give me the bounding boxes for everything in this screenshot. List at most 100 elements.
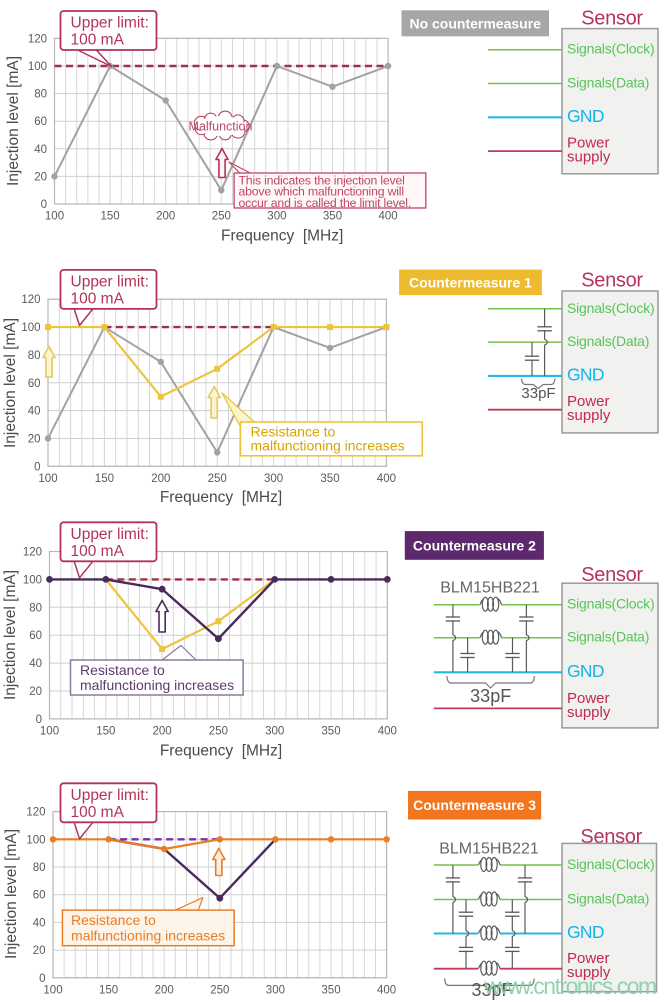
svg-text:200: 200	[153, 725, 172, 737]
svg-text:Injection level [mA]: Injection level [mA]	[3, 829, 20, 959]
svg-text:This indicates the injection l: This indicates the injection level	[239, 173, 405, 187]
svg-text:Injection level [mA]: Injection level [mA]	[5, 56, 22, 186]
svg-text:Resistance to: Resistance to	[71, 912, 156, 928]
svg-text:120: 120	[26, 807, 45, 819]
svg-text:60: 60	[29, 630, 42, 642]
svg-text:GND: GND	[567, 364, 604, 384]
svg-text:Signals(Clock): Signals(Clock)	[567, 41, 654, 57]
svg-text:Malfunction: Malfunction	[189, 120, 253, 134]
svg-text:60: 60	[28, 378, 41, 390]
svg-text:100 mA: 100 mA	[71, 290, 125, 307]
svg-text:Power: Power	[567, 393, 610, 410]
svg-text:Power: Power	[567, 135, 610, 152]
svg-text:GND: GND	[567, 661, 604, 681]
svg-text:Power: Power	[567, 950, 610, 967]
svg-text:Signals(Data): Signals(Data)	[567, 333, 649, 349]
svg-text:Signals(Data): Signals(Data)	[567, 629, 649, 645]
svg-text:Countermeasure 2: Countermeasure 2	[413, 538, 536, 554]
svg-text:100: 100	[43, 984, 62, 996]
svg-text:350: 350	[321, 725, 340, 737]
svg-text:Injection level [mA]: Injection level [mA]	[2, 570, 19, 700]
svg-text:BLM15HB221: BLM15HB221	[439, 841, 539, 858]
svg-text:Frequency [MHz]: Frequency [MHz]	[160, 743, 282, 760]
svg-text:Upper limit:: Upper limit:	[71, 787, 149, 804]
svg-text:150: 150	[101, 211, 120, 223]
svg-text:100 mA: 100 mA	[71, 804, 125, 821]
svg-text:250: 250	[208, 473, 227, 485]
svg-text:400: 400	[379, 211, 398, 223]
svg-text:150: 150	[95, 473, 114, 485]
svg-text:supply: supply	[567, 149, 611, 166]
svg-text:300: 300	[264, 473, 283, 485]
svg-text:150: 150	[96, 725, 115, 737]
svg-text:33pF: 33pF	[521, 385, 555, 402]
svg-text:Upper limit:: Upper limit:	[71, 15, 149, 32]
svg-text:Resistance to: Resistance to	[251, 424, 336, 440]
svg-text:20: 20	[28, 433, 41, 445]
svg-text:200: 200	[156, 211, 175, 223]
svg-text:100: 100	[28, 61, 47, 73]
svg-text:200: 200	[151, 473, 170, 485]
svg-text:350: 350	[323, 211, 342, 223]
svg-text:400: 400	[377, 984, 396, 996]
svg-text:0: 0	[36, 714, 42, 726]
svg-text:malfunctioning increases: malfunctioning increases	[80, 677, 234, 693]
svg-text:40: 40	[34, 144, 47, 156]
svg-text:0: 0	[34, 461, 40, 473]
svg-text:0: 0	[41, 199, 47, 211]
svg-text:20: 20	[34, 171, 47, 183]
svg-text:GND: GND	[567, 922, 604, 942]
svg-text:250: 250	[210, 984, 229, 996]
svg-text:malfunctioning increases: malfunctioning increases	[251, 438, 405, 454]
svg-text:supply: supply	[567, 704, 611, 721]
svg-text:Signals(Clock): Signals(Clock)	[567, 300, 654, 316]
svg-text:Injection level [mA]: Injection level [mA]	[2, 318, 19, 448]
svg-text:400: 400	[377, 473, 396, 485]
svg-text:Upper limit:: Upper limit:	[71, 273, 149, 290]
svg-text:60: 60	[33, 890, 46, 902]
svg-text:Frequency [MHz]: Frequency [MHz]	[221, 228, 343, 245]
svg-text:120: 120	[21, 294, 40, 306]
svg-text:40: 40	[29, 658, 42, 670]
svg-text:Sensor: Sensor	[581, 8, 643, 30]
svg-text:200: 200	[155, 984, 174, 996]
svg-text:100: 100	[38, 473, 57, 485]
svg-text:occur and is called the limit: occur and is called the limit level.	[239, 196, 412, 210]
svg-text:Signals(Clock): Signals(Clock)	[567, 856, 654, 872]
svg-text:www.cntronics.com: www.cntronics.com	[483, 973, 656, 999]
svg-text:malfunctioning increases: malfunctioning increases	[71, 927, 225, 943]
svg-text:100 mA: 100 mA	[71, 543, 125, 560]
svg-text:40: 40	[33, 917, 46, 929]
svg-text:0: 0	[39, 973, 45, 985]
svg-text:supply: supply	[567, 407, 611, 424]
svg-text:Sensor: Sensor	[580, 826, 642, 848]
svg-text:80: 80	[28, 350, 41, 362]
svg-text:Countermeasure 1: Countermeasure 1	[409, 274, 532, 290]
svg-text:100: 100	[23, 574, 42, 586]
svg-text:above which malfunctioning wil: above which malfunctioning will	[239, 185, 404, 199]
svg-text:40: 40	[28, 406, 41, 418]
svg-text:120: 120	[28, 33, 47, 45]
svg-text:80: 80	[29, 602, 42, 614]
svg-text:GND: GND	[567, 106, 604, 126]
svg-text:80: 80	[34, 89, 47, 101]
svg-text:150: 150	[99, 984, 118, 996]
svg-text:350: 350	[321, 984, 340, 996]
svg-text:Power: Power	[567, 690, 610, 707]
svg-text:33pF: 33pF	[471, 980, 512, 1000]
svg-text:300: 300	[266, 984, 285, 996]
svg-text:33pF: 33pF	[470, 686, 511, 706]
svg-text:Sensor: Sensor	[581, 270, 643, 292]
svg-text:350: 350	[320, 473, 339, 485]
svg-text:Resistance to: Resistance to	[80, 662, 165, 678]
svg-text:Signals(Data): Signals(Data)	[567, 891, 649, 907]
svg-text:Signals(Data): Signals(Data)	[567, 75, 649, 91]
svg-text:100: 100	[21, 322, 40, 334]
svg-text:300: 300	[265, 725, 284, 737]
svg-text:300: 300	[267, 211, 286, 223]
svg-text:BLM15HB221: BLM15HB221	[440, 580, 540, 597]
svg-text:250: 250	[212, 211, 231, 223]
svg-text:Upper limit:: Upper limit:	[71, 526, 149, 543]
svg-text:Signals(Clock): Signals(Clock)	[567, 596, 654, 612]
svg-text:Sensor: Sensor	[581, 564, 643, 586]
